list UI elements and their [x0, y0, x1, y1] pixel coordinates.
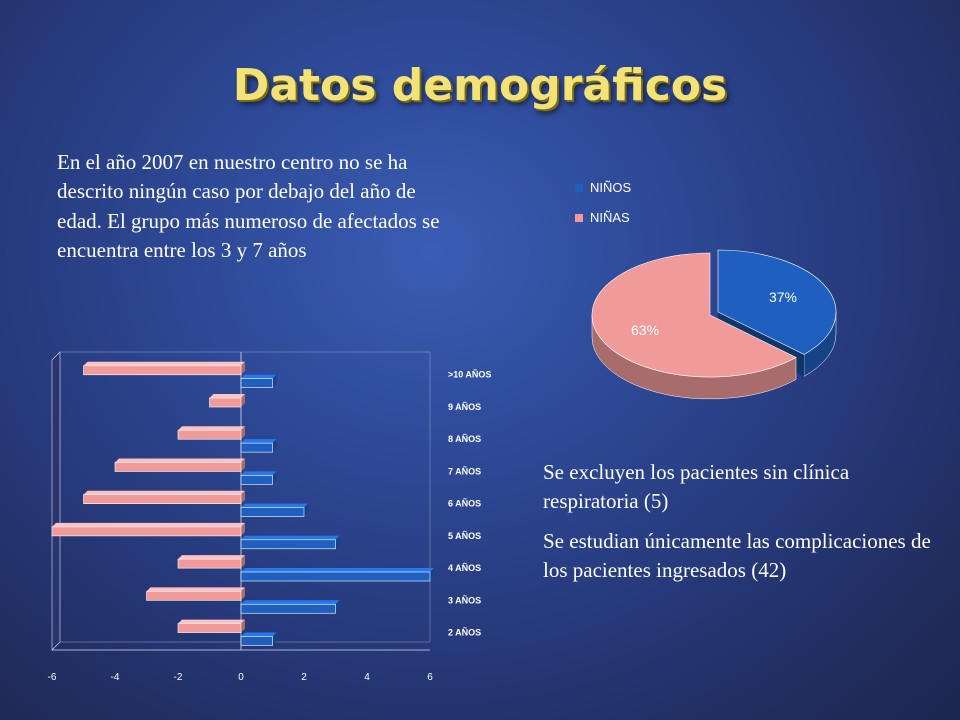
category-label: >10 AÑOS [448, 370, 491, 380]
bar-ninos [240, 568, 434, 582]
category-label: 7 AÑOS [448, 466, 481, 476]
category-label: 5 AÑOS [448, 531, 481, 541]
chart-side-wall [51, 351, 61, 651]
bar-ninas [177, 555, 245, 569]
note-studied: Se estudian únicamente las complicacione… [543, 528, 931, 583]
x-tick-label: 6 [427, 672, 433, 683]
bar-ninas [209, 394, 245, 408]
notes: Se excluyen los pacientes sin clínica re… [543, 458, 943, 596]
x-tick-label: 4 [364, 672, 370, 683]
bar-ninas [114, 458, 245, 472]
legend-label: NIÑAS [590, 210, 630, 225]
bar-ninos [240, 535, 340, 550]
bar-ninas [83, 361, 245, 376]
pie-slice [591, 252, 797, 378]
category-label: 9 AÑOS [448, 402, 481, 412]
intro-text: En el año 2007 en nuestro centro no se h… [57, 150, 440, 263]
category-label: 4 AÑOS [448, 563, 481, 573]
bar-ninas [83, 490, 245, 504]
x-tick-label: -2 [174, 672, 183, 683]
x-tick-label: -6 [48, 672, 57, 683]
bar-ninos [240, 374, 277, 388]
pie-chart: NIÑOS NIÑAS 37% 63% [575, 180, 837, 400]
slide-title: Datos demográficos [232, 60, 728, 111]
legend-label: NIÑOS [590, 180, 632, 195]
bar-ninos [240, 503, 308, 517]
pie-slice [717, 249, 837, 355]
note-excluded: Se excluyen los pacientes sin clínica re… [543, 460, 850, 514]
category-label: 8 AÑOS [448, 434, 481, 444]
pie-data-label: 63% [631, 322, 659, 338]
x-tick-label: 2 [301, 672, 307, 683]
category-label: 2 AÑOS [448, 628, 481, 638]
pie-data-label: 37% [769, 289, 797, 305]
bar-ninas [177, 619, 245, 633]
bar-ninos [240, 439, 277, 453]
bar-ninos [240, 471, 277, 485]
legend-swatch [575, 214, 583, 222]
bar-ninas [177, 426, 245, 440]
category-label: 6 AÑOS [448, 499, 481, 509]
age-bar-chart: -6 -4 -2 0 2 4 6 2 AÑOS 3 AÑOS 4 AÑOS 5 AÑOS 6 AÑO… [48, 351, 491, 683]
bar-ninos [240, 632, 277, 646]
bar-ninos [240, 600, 340, 614]
x-tick-label: -4 [111, 672, 120, 683]
pie-legend: NIÑOS NIÑAS [575, 180, 632, 225]
x-tick-label: 0 [238, 672, 244, 683]
category-label: 3 AÑOS [448, 595, 481, 605]
bar-ninas [146, 587, 245, 601]
legend-swatch [575, 184, 583, 192]
bar-ninas [51, 522, 245, 537]
